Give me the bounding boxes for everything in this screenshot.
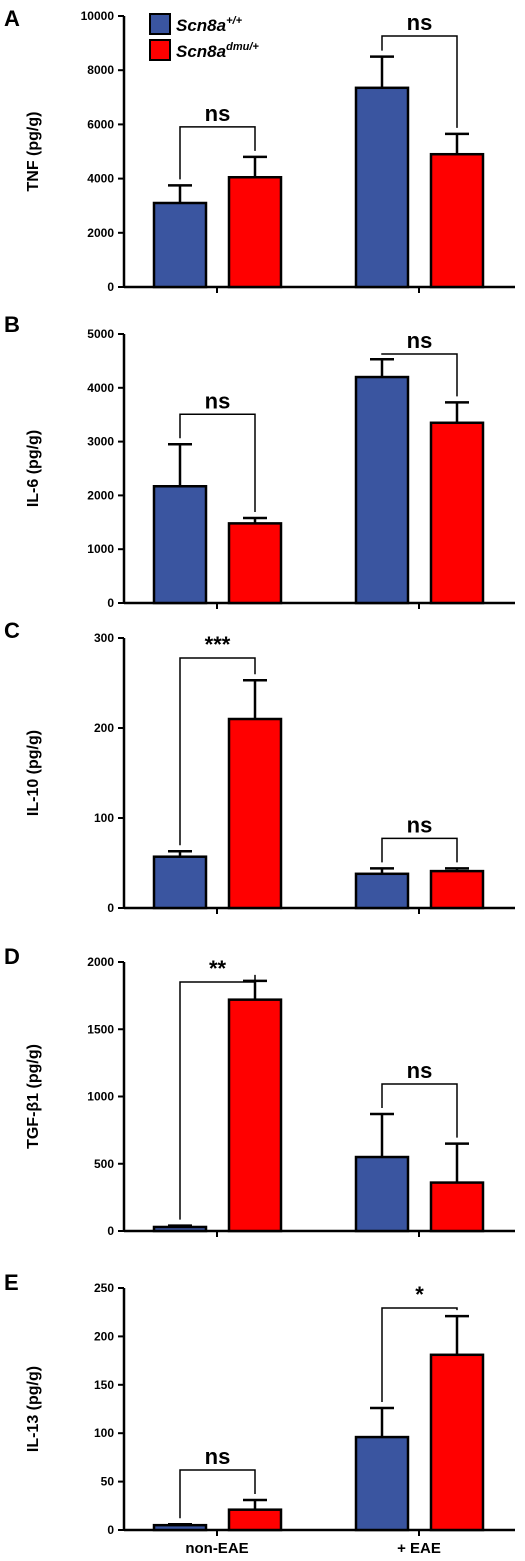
significance-bracket <box>381 35 458 128</box>
y-tick-label: 0 <box>107 1523 114 1537</box>
significance-label: * <box>415 1282 424 1307</box>
bar-wildtype <box>152 201 208 289</box>
y-tick-label: 200 <box>94 721 114 735</box>
y-tick-label: 6000 <box>87 117 114 131</box>
y-tick-label: 500 <box>94 1157 114 1171</box>
y-tick-label: 200 <box>94 1329 114 1343</box>
significance-bracket <box>179 657 256 846</box>
y-tick-label: 1000 <box>87 1090 114 1104</box>
significance-bracket <box>179 126 256 180</box>
bar-mutant <box>227 998 283 1233</box>
bar-mutant <box>227 717 283 910</box>
panel-letter: B <box>4 312 20 337</box>
bar-wildtype <box>152 485 208 605</box>
y-tick-label: 0 <box>107 1224 114 1238</box>
y-tick-label: 250 <box>94 1281 114 1295</box>
y-axis-label: TNF (pg/g) <box>25 112 42 192</box>
bar-mutant <box>429 1181 485 1233</box>
bar-wildtype <box>152 1225 208 1233</box>
significance-label: ns <box>407 10 433 35</box>
bar-mutant <box>227 175 283 289</box>
y-tick-label: 8000 <box>87 63 114 77</box>
chart-panel: E IL-13 (pg/g) 0 50 100 150 200 250 ns * <box>4 1270 515 1537</box>
legend: Scn8a+/+ Scn8admu/+ <box>149 13 259 61</box>
y-tick-label: 4000 <box>87 381 114 395</box>
significance-bracket <box>381 1083 458 1138</box>
significance-label: ** <box>209 956 227 981</box>
x-category-labels: non-EAE + EAE <box>185 1540 441 1557</box>
y-tick-label: 2000 <box>87 226 114 240</box>
y-tick-label: 100 <box>94 1426 114 1440</box>
chart-panel: A TNF (pg/g) 0 2000 4000 6000 8000 10000 ns ns <box>4 6 515 294</box>
y-tick-label: 0 <box>107 596 114 610</box>
bar-mutant <box>429 152 485 289</box>
panel-letter: A <box>4 6 20 31</box>
y-axis-label: IL-13 (pg/g) <box>25 1366 42 1452</box>
bar-mutant <box>227 522 283 605</box>
significance-label: ns <box>205 388 231 413</box>
y-tick-label: 50 <box>101 1475 115 1489</box>
chart-panel: C IL-10 (pg/g) 0 100 200 300 *** ns <box>4 618 515 915</box>
bar-wildtype <box>354 872 410 910</box>
legend-label-mutant: Scn8admu/+ <box>176 41 259 61</box>
legend-swatch-mutant <box>149 39 171 61</box>
significance-label: *** <box>205 632 231 657</box>
significance-bracket <box>179 974 256 1220</box>
significance-label: ns <box>205 101 231 126</box>
significance-bracket <box>381 353 458 397</box>
chart-panel: D TGF-β1 (pg/g) 0 500 1000 1500 2000 ** ns <box>4 944 515 1238</box>
panel-letter: E <box>4 1270 19 1295</box>
bar-wildtype <box>354 1435 410 1532</box>
y-tick-label: 4000 <box>87 172 114 186</box>
y-axis-label: IL-6 (pg/g) <box>25 430 42 507</box>
y-tick-label: 1500 <box>87 1022 114 1036</box>
legend-swatch-wildtype <box>149 13 171 35</box>
bar-wildtype <box>152 1523 208 1532</box>
y-tick-label: 5000 <box>87 327 114 341</box>
y-tick-label: 2000 <box>87 955 114 969</box>
significance-label: ns <box>407 812 433 837</box>
chart-panel: B IL-6 (pg/g) 0 1000 2000 3000 4000 5000 ns ns <box>4 312 515 610</box>
y-axis-label: IL-10 (pg/g) <box>25 730 42 816</box>
panel-letter: D <box>4 944 20 969</box>
y-tick-label: 100 <box>94 811 114 825</box>
panel-letter: C <box>4 618 20 643</box>
y-tick-label: 0 <box>107 901 114 915</box>
y-tick-label: 150 <box>94 1378 114 1392</box>
significance-bracket <box>179 413 256 512</box>
bar-mutant <box>429 869 485 910</box>
bar-mutant <box>429 1353 485 1532</box>
significance-bracket <box>179 1469 256 1519</box>
bar-wildtype <box>354 1155 410 1233</box>
y-tick-label: 1000 <box>87 542 114 556</box>
significance-bracket <box>381 1307 458 1403</box>
x-category-label: + EAE <box>397 1540 441 1557</box>
significance-label: ns <box>205 1444 231 1469</box>
bar-wildtype <box>354 375 410 605</box>
y-tick-label: 10000 <box>81 9 115 23</box>
y-tick-label: 2000 <box>87 488 114 502</box>
bar-wildtype <box>152 855 208 910</box>
x-category-label: non-EAE <box>185 1540 248 1557</box>
y-tick-label: 0 <box>107 280 114 294</box>
y-tick-label: 300 <box>94 631 114 645</box>
significance-label: ns <box>407 1058 433 1083</box>
bar-mutant <box>429 421 485 605</box>
y-tick-label: 3000 <box>87 435 114 449</box>
y-axis-label: TGF-β1 (pg/g) <box>25 1044 42 1149</box>
significance-bracket <box>381 837 458 863</box>
legend-label-wildtype: Scn8a+/+ <box>176 15 243 35</box>
bar-wildtype <box>354 86 410 289</box>
significance-label: ns <box>407 328 433 353</box>
bar-mutant <box>227 1508 283 1532</box>
